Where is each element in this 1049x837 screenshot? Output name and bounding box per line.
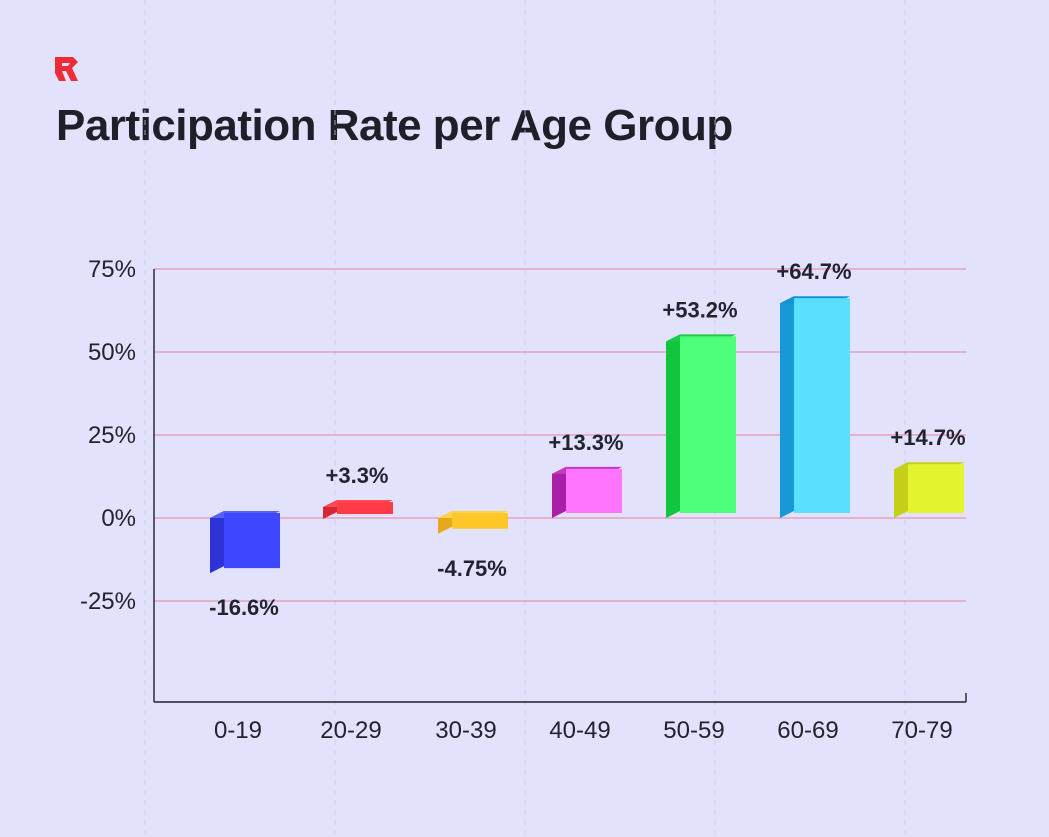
data-label: +13.3% <box>548 430 623 455</box>
bar-side-face <box>552 466 566 518</box>
bar-side-face <box>210 511 224 574</box>
chart-title: Participation Rate per Age Group <box>56 101 733 150</box>
y-tick-label: 25% <box>88 422 136 449</box>
bar-70-79 <box>894 462 964 518</box>
y-tick-label: 50% <box>88 339 136 366</box>
x-tick-label: 70-79 <box>891 717 952 744</box>
bar-60-69 <box>780 296 850 518</box>
bar-front-face <box>566 468 622 513</box>
bar-0-19 <box>210 511 280 574</box>
y-tick-label: -25% <box>80 588 136 615</box>
bar-side-face <box>780 296 794 518</box>
bar-50-59 <box>666 334 736 518</box>
bar-front-face <box>908 464 964 513</box>
x-tick-label: 20-29 <box>320 717 381 744</box>
data-label: -16.6% <box>209 595 279 620</box>
x-tick-label: 0-19 <box>214 717 262 744</box>
data-labels: -16.6% +3.3% -4.75% +13.3% +53.2% +64.7% +14.7… <box>209 259 965 620</box>
x-tick-label: 50-59 <box>663 717 724 744</box>
bar-front-face <box>452 513 508 529</box>
bar-30-39 <box>438 511 508 534</box>
bar-front-face <box>680 336 736 513</box>
bar-side-face <box>894 462 908 518</box>
bars <box>210 296 964 574</box>
x-tick-label: 40-49 <box>549 717 610 744</box>
bar-front-face <box>337 502 393 515</box>
axes <box>153 269 967 703</box>
y-tick-label: 0% <box>101 505 136 532</box>
bar-40-49 <box>552 466 622 518</box>
x-tick-label: 60-69 <box>777 717 838 744</box>
data-label: +3.3% <box>326 463 389 488</box>
bar-20-29 <box>323 500 393 520</box>
y-tick-label: 75% <box>88 256 136 283</box>
bar-front-face <box>794 298 850 513</box>
y-axis-labels: 75% 50% 25% 0% -25% <box>80 256 136 615</box>
bar-front-face <box>224 513 280 569</box>
x-tick-label: 30-39 <box>435 717 496 744</box>
x-axis-labels: 0-19 20-29 30-39 40-49 50-59 60-69 70-79 <box>214 717 953 744</box>
bar-side-face <box>666 334 680 518</box>
data-label: -4.75% <box>437 556 507 581</box>
data-label: +64.7% <box>776 259 851 284</box>
r-logo-icon <box>55 57 78 81</box>
data-label: +14.7% <box>890 425 965 450</box>
data-label: +53.2% <box>662 297 737 322</box>
